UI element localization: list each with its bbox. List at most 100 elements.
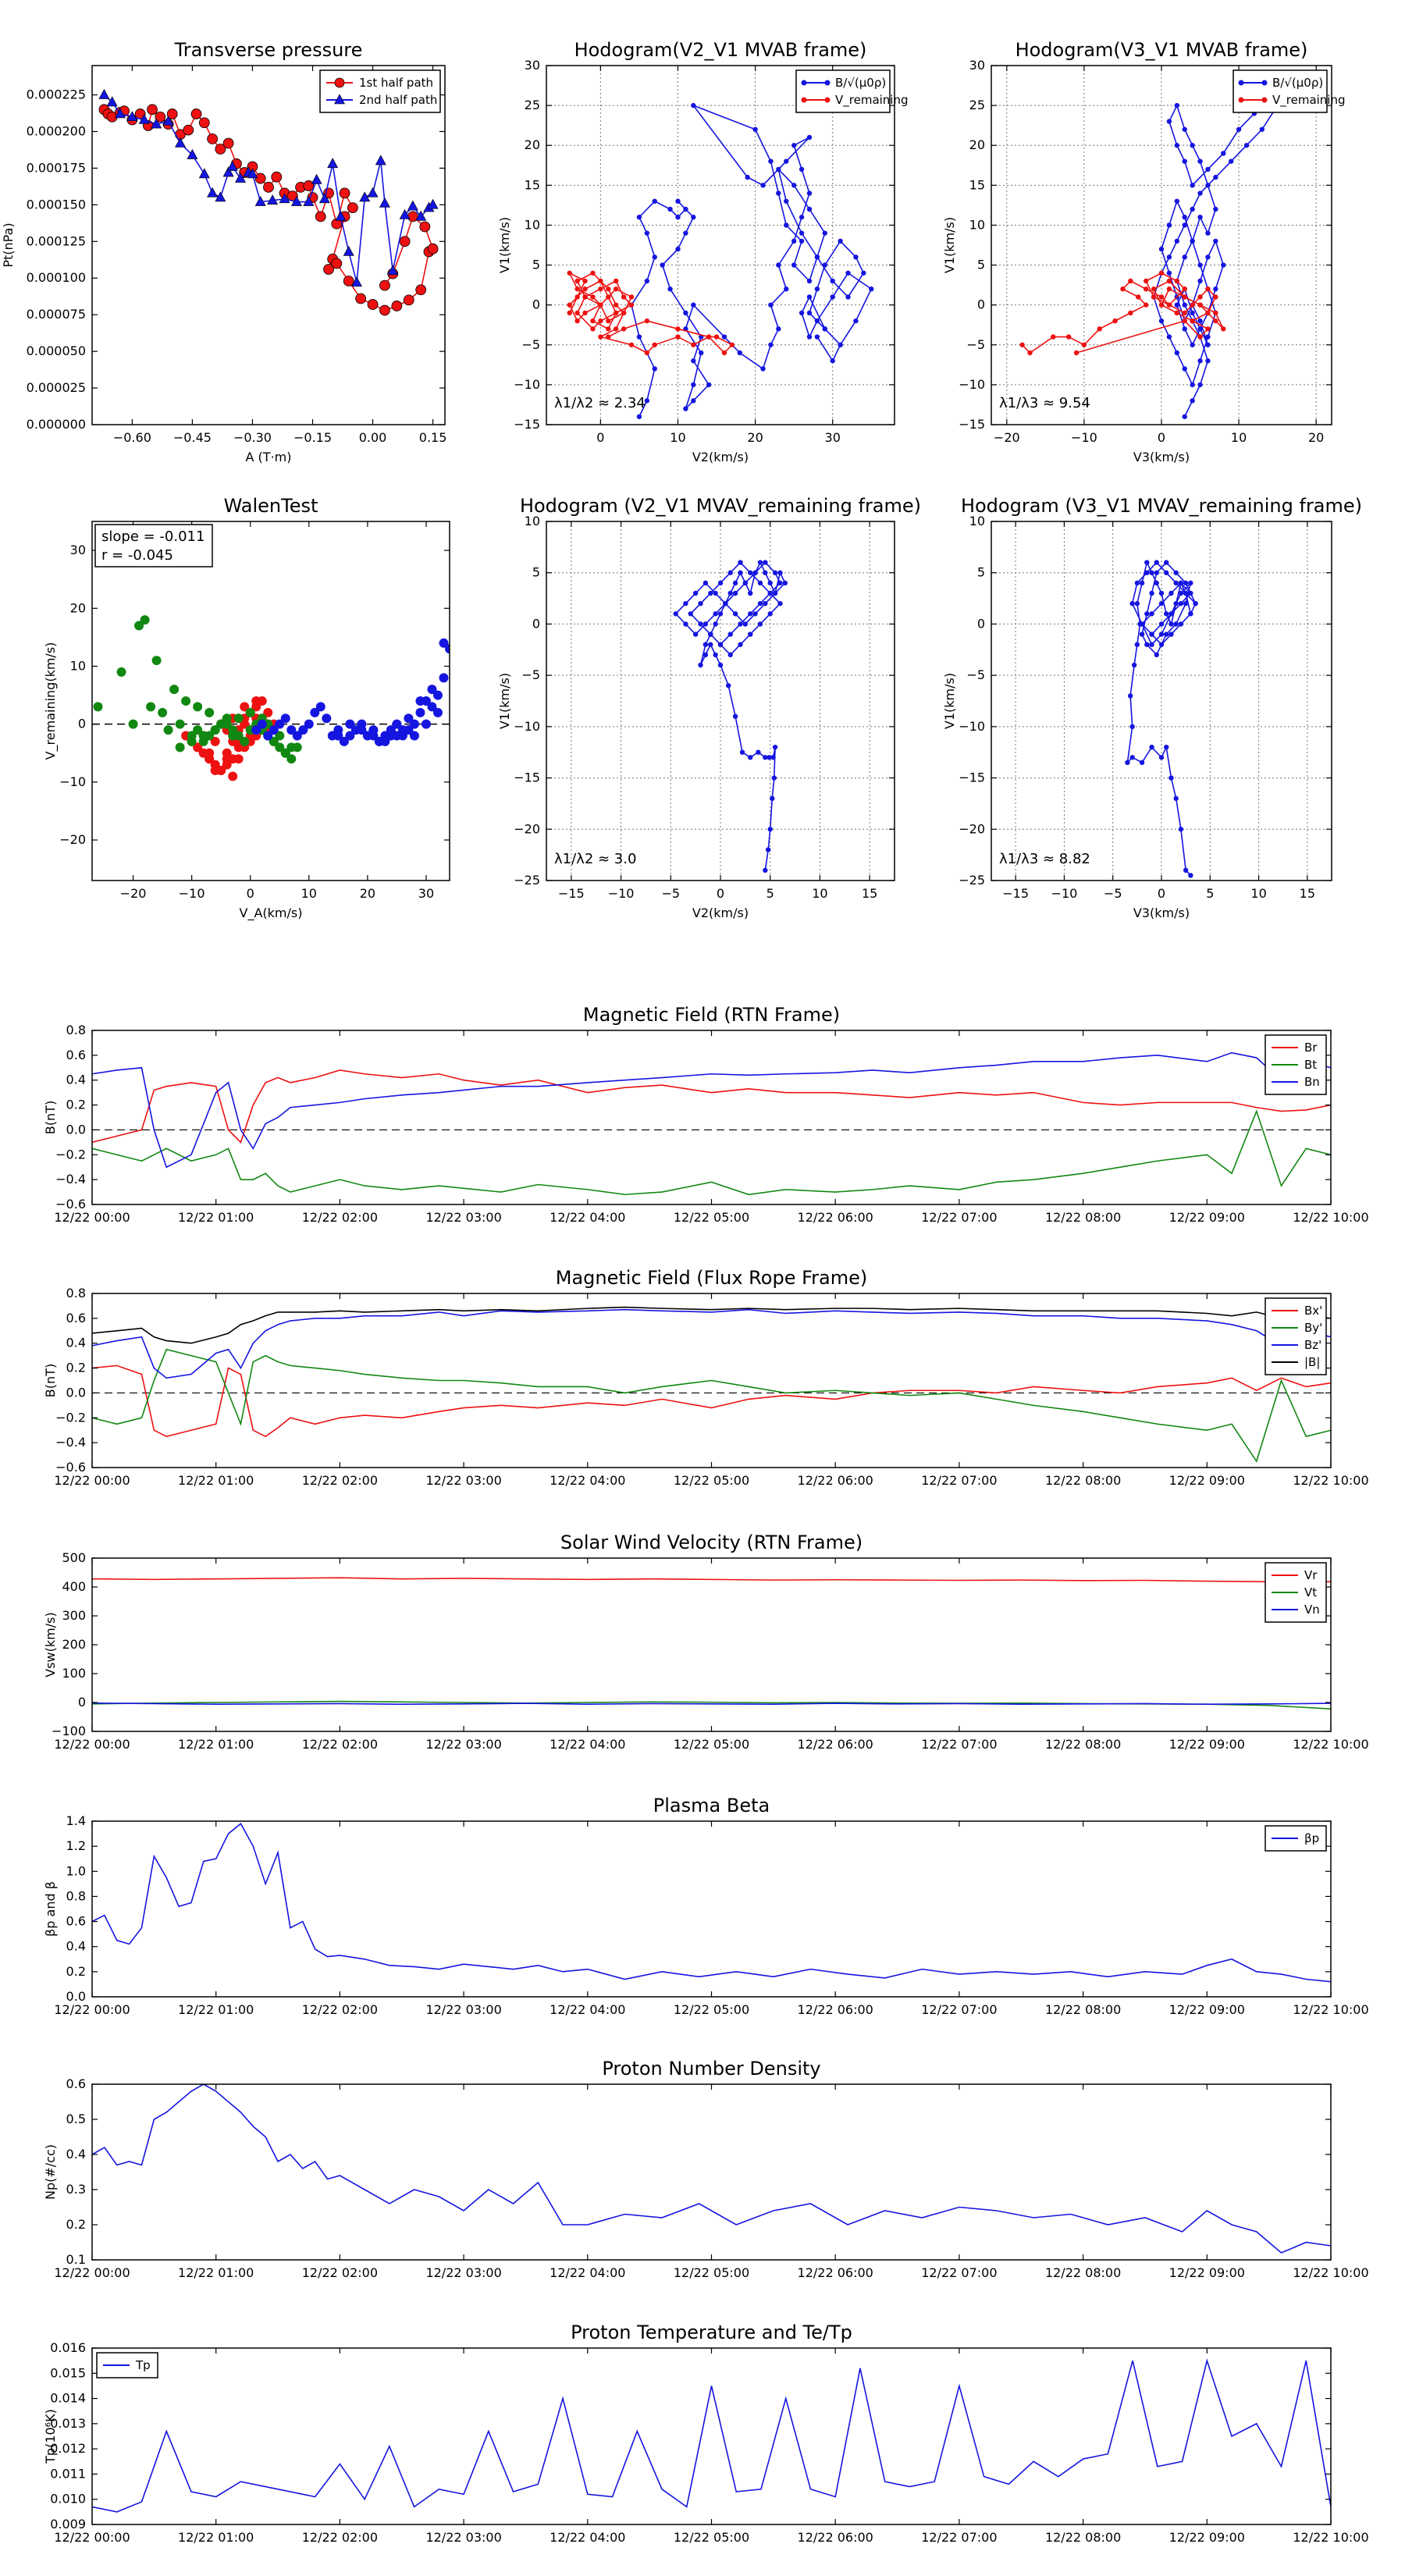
data-point <box>721 334 727 340</box>
data-point <box>713 334 720 340</box>
data-point <box>1173 580 1179 586</box>
x-tick-label: 12/22 04:00 <box>550 1737 625 1752</box>
data-point <box>175 719 185 729</box>
data-point <box>343 245 354 256</box>
series-line <box>92 1702 1331 1706</box>
data-point <box>1190 318 1195 324</box>
data-point <box>574 310 580 316</box>
data-point <box>598 278 603 284</box>
data-point <box>574 318 580 324</box>
data-point <box>1259 126 1265 132</box>
data-point <box>727 652 733 658</box>
data-point <box>567 302 572 308</box>
data-point <box>767 827 773 832</box>
data-point <box>187 148 198 159</box>
data-point <box>1182 326 1187 332</box>
x-tick-label: 12/22 03:00 <box>425 1473 501 1488</box>
plot-area <box>546 521 895 881</box>
x-tick-label: 12/22 08:00 <box>1045 1737 1121 1752</box>
data-point <box>869 286 874 292</box>
chart-title: Solar Wind Velocity (RTN Frame) <box>560 1532 863 1553</box>
data-point <box>280 748 290 758</box>
data-point <box>614 326 619 332</box>
data-point <box>343 276 354 286</box>
y-tick-label: −0.4 <box>55 1172 86 1187</box>
y-tick-label: 5 <box>977 565 985 580</box>
data-point <box>771 775 777 781</box>
x-tick-label: 12/22 00:00 <box>54 1473 130 1488</box>
data-point <box>683 206 688 212</box>
data-point <box>286 725 297 735</box>
y-tick-label: −0.6 <box>55 1197 86 1212</box>
legend-marker <box>824 80 831 86</box>
y-tick-label: 30 <box>70 543 86 557</box>
chart-pt: −0.60 −0.45 −0.30 −0.15 0.00 0.15 0.000000 0.00… <box>1 39 446 464</box>
data-point <box>748 590 753 596</box>
data-point <box>830 278 835 284</box>
data-point <box>621 294 627 300</box>
stats-line: r = -0.045 <box>101 547 173 564</box>
x-tick-label: −15 <box>1002 886 1029 901</box>
data-point <box>636 414 642 419</box>
y-axis-label: Vsw(km/s) <box>43 1612 58 1677</box>
y-tick-label: −15 <box>959 417 985 432</box>
chart-title: Plasma Beta <box>653 1795 770 1816</box>
data-point <box>114 108 126 119</box>
data-point <box>628 302 635 308</box>
series-v-remaining <box>1019 270 1226 356</box>
plot-area <box>546 66 895 425</box>
data-point <box>303 195 315 206</box>
data-point <box>777 600 783 607</box>
y-tick-label: 1.2 <box>66 1838 86 1853</box>
data-point <box>1197 326 1203 332</box>
x-tick-label: 12/22 02:00 <box>302 2002 378 2017</box>
data-point <box>791 238 797 244</box>
data-point <box>106 96 118 107</box>
x-tick-label: 12/22 08:00 <box>1045 2002 1121 2017</box>
data-point <box>814 334 820 340</box>
data-point <box>830 358 835 364</box>
y-tick-label: 300 <box>62 1608 86 1623</box>
data-point <box>226 160 238 171</box>
data-point <box>853 254 859 260</box>
data-point <box>247 168 258 179</box>
data-point <box>675 198 681 204</box>
y-tick-label: −20 <box>59 832 86 847</box>
y-tick-label: 0.6 <box>66 1914 86 1929</box>
data-point <box>784 222 789 228</box>
x-tick-label: −15 <box>558 886 585 901</box>
y-tick-label: 0.011 <box>50 2466 86 2481</box>
data-point <box>598 286 603 292</box>
x-axis-label: V2(km/s) <box>692 906 749 920</box>
data-point <box>861 270 866 276</box>
data-point <box>379 304 390 316</box>
data-point <box>739 749 745 755</box>
data-point <box>757 580 763 586</box>
x-tick-label: 12/22 09:00 <box>1169 2002 1245 2017</box>
x-tick-label: 12/22 06:00 <box>798 2002 873 2017</box>
data-point <box>181 696 191 706</box>
data-point <box>760 183 766 188</box>
data-point <box>399 208 411 219</box>
data-point <box>713 611 718 617</box>
x-axis-label: V3(km/s) <box>1133 906 1190 920</box>
data-point <box>98 88 110 99</box>
data-point <box>263 707 273 717</box>
x-tick-label: −5 <box>1104 886 1122 901</box>
chart-title: Magnetic Field (Flux Rope Frame) <box>556 1267 867 1289</box>
data-point <box>1129 600 1135 607</box>
series-line <box>92 1700 1331 1710</box>
data-point <box>1154 580 1159 586</box>
data-point <box>235 172 247 183</box>
y-tick-label: 0.2 <box>66 1098 86 1112</box>
data-point <box>198 168 210 179</box>
data-point <box>432 707 443 717</box>
x-tick-label: 12/22 02:00 <box>302 1210 378 1225</box>
legend-label: B/√(μ0ρ) <box>1272 76 1323 90</box>
y-axis-label: V_remaining(km/s) <box>43 642 59 760</box>
x-tick-label: 10 <box>1231 430 1247 445</box>
y-tick-label: 0 <box>977 297 985 312</box>
x-tick-label: −10 <box>1071 430 1097 445</box>
data-point <box>1173 621 1179 627</box>
chart-hodo_v2_mvav: −15 −10 −5 0 5 10 15−25−20−15−10−50510Hodogram… <box>497 495 921 920</box>
